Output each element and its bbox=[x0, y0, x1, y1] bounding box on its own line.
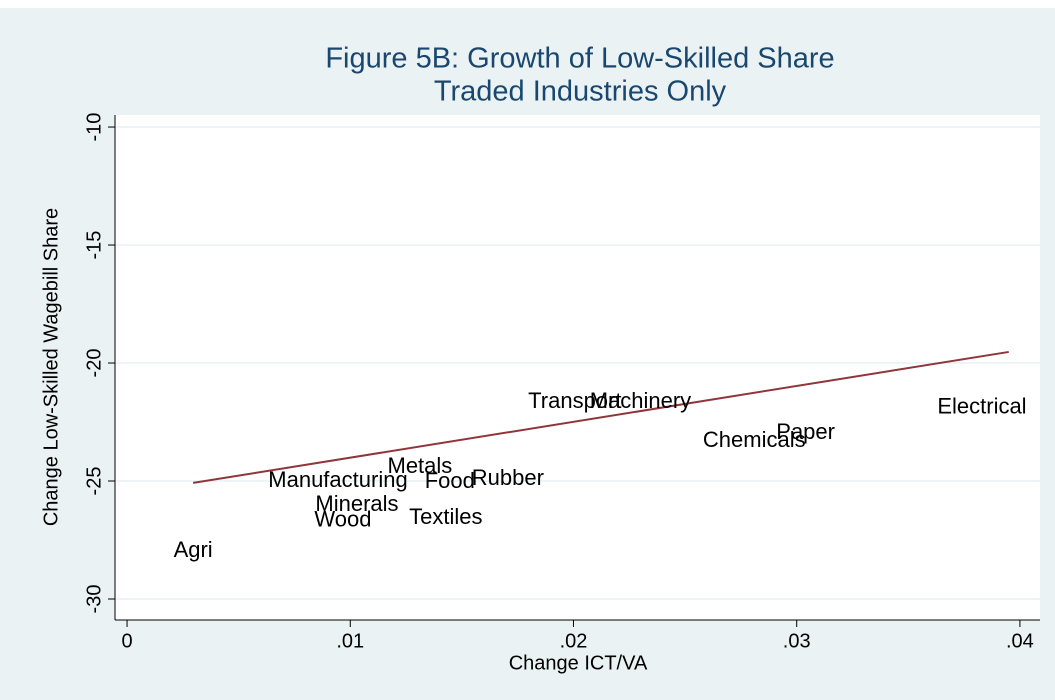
x-tick-label: .02 bbox=[560, 630, 588, 652]
point-label: Textiles bbox=[409, 504, 482, 529]
x-axis-label: Change ICT/VA bbox=[509, 652, 648, 674]
chart-subtitle: Traded Industries Only bbox=[434, 76, 727, 108]
point-label: Machinery bbox=[590, 388, 691, 413]
y-axis-label: Change Low-Skilled Wagebill Share bbox=[40, 208, 62, 526]
point-label: Agri bbox=[174, 537, 213, 562]
fit-line bbox=[192, 350, 1009, 484]
plot-area bbox=[115, 115, 1040, 620]
point-label: Transport bbox=[528, 388, 621, 413]
y-tick-label: -10 bbox=[83, 113, 105, 142]
x-tick-label: .01 bbox=[336, 630, 364, 652]
point-label: Minerals bbox=[315, 491, 398, 516]
point-label: Paper bbox=[776, 419, 835, 444]
point-label: Electrical bbox=[937, 394, 1026, 419]
x-tick-label: 0 bbox=[121, 630, 132, 652]
chart-title: Figure 5B: Growth of Low-Skilled Share bbox=[325, 43, 834, 75]
point-label: Rubber bbox=[472, 465, 544, 490]
y-tick-label: -15 bbox=[83, 231, 105, 260]
point-label: Chemicals bbox=[703, 427, 806, 452]
point-label: Manufacturing bbox=[268, 467, 407, 492]
point-label: Metals bbox=[388, 453, 453, 478]
point-label: Wood bbox=[314, 507, 371, 532]
y-tick-label: -30 bbox=[83, 585, 105, 614]
point-label: Food bbox=[425, 468, 475, 493]
y-tick-label: -25 bbox=[83, 467, 105, 496]
x-tick-label: .03 bbox=[783, 630, 811, 652]
y-tick-label: -20 bbox=[83, 349, 105, 378]
x-tick-label: .04 bbox=[1006, 630, 1034, 652]
